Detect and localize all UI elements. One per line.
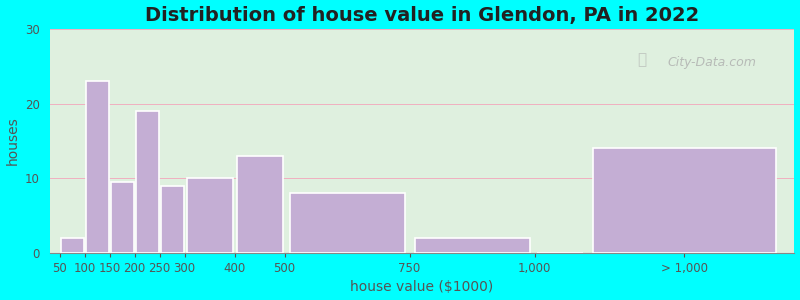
Y-axis label: houses: houses <box>6 116 19 165</box>
Text: ⦿: ⦿ <box>638 52 646 68</box>
Bar <box>290 193 405 253</box>
Bar <box>593 148 777 253</box>
X-axis label: house value ($1000): house value ($1000) <box>350 280 494 294</box>
Bar <box>414 238 530 253</box>
Bar <box>86 81 109 253</box>
Bar <box>186 178 233 253</box>
Bar <box>161 186 184 253</box>
Bar <box>136 111 158 253</box>
Text: City-Data.com: City-Data.com <box>668 56 757 69</box>
Bar <box>61 238 84 253</box>
Bar <box>110 182 134 253</box>
Bar <box>237 156 282 253</box>
Title: Distribution of house value in Glendon, PA in 2022: Distribution of house value in Glendon, … <box>145 6 699 25</box>
